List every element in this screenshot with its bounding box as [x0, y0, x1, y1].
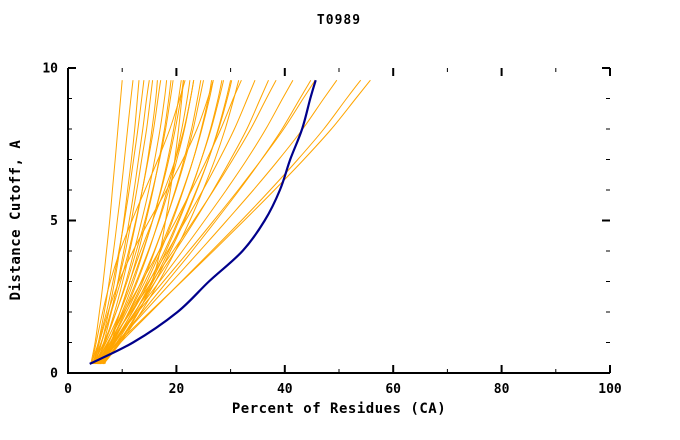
- chart-title: T0989: [316, 13, 362, 28]
- y-tick-label: 10: [42, 62, 58, 77]
- model-curve-m36: [91, 80, 186, 365]
- model-curve-m33: [101, 79, 362, 365]
- model-curve-m34: [98, 79, 371, 365]
- model-curve-m28: [95, 79, 277, 365]
- model-curve-m04: [90, 80, 145, 365]
- model-curve-m05: [96, 80, 150, 365]
- model-curve-m19: [97, 80, 214, 365]
- model-curve-m29: [97, 79, 294, 365]
- model-curve-m32: [99, 79, 338, 365]
- x-tick-label: 100: [598, 382, 622, 397]
- model-curve-m03: [94, 80, 140, 365]
- y-axis-label: Distance Cutoff, A: [8, 139, 24, 301]
- model-curve-m11: [93, 80, 174, 365]
- model-curve-m01: [90, 80, 123, 364]
- model-curve-m37: [93, 80, 214, 365]
- x-tick-label: 80: [494, 382, 510, 397]
- model-curve-m08: [91, 80, 162, 365]
- model-curve-m25: [94, 80, 242, 365]
- model-curve-m02: [92, 80, 134, 365]
- model-curve-m27: [98, 80, 269, 365]
- model-curve-m10: [98, 80, 172, 365]
- x-tick-label: 60: [385, 382, 401, 397]
- x-tick-label: 0: [64, 382, 72, 397]
- model-curve-m14: [97, 80, 191, 365]
- model-curve-m38: [102, 80, 184, 365]
- y-tick-label: 0: [50, 367, 58, 382]
- model-curve-m35: [104, 80, 195, 365]
- x-tick-label: 40: [277, 382, 293, 397]
- highlight-curve-selected-model: [89, 79, 317, 365]
- model-curve-m31: [96, 79, 316, 365]
- model-curve-m30: [100, 79, 312, 365]
- model-curve-m21: [98, 80, 225, 365]
- y-tick-label: 5: [50, 214, 58, 229]
- x-axis-label: Percent of Residues (CA): [231, 401, 447, 417]
- model-curve-m22: [102, 80, 232, 365]
- x-tick-label: 20: [169, 382, 185, 397]
